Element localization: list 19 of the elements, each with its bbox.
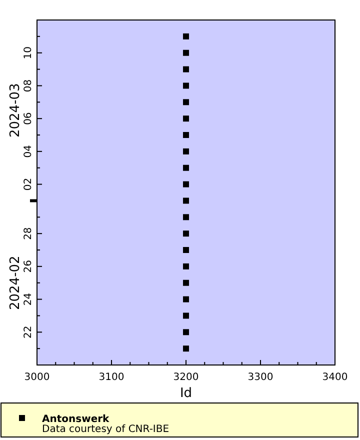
x-tick-label: 3200 bbox=[173, 372, 199, 383]
y-tick-label: 28 bbox=[23, 227, 34, 240]
y-tick-label: 08 bbox=[23, 79, 34, 92]
x-tick-label: 3400 bbox=[322, 372, 348, 383]
y-tick-label: 02 bbox=[23, 178, 34, 191]
y-tick-label: 22 bbox=[23, 326, 34, 339]
legend-label: Antonswerk bbox=[42, 414, 110, 425]
y-tick-label: 10 bbox=[23, 46, 34, 60]
x-tick-label: 3300 bbox=[248, 372, 274, 383]
y-tick-label: 06 bbox=[23, 112, 34, 125]
y-tick-label: 26 bbox=[23, 260, 34, 273]
x-tick-label: 3100 bbox=[98, 372, 124, 383]
y-tick-label: 24 bbox=[23, 292, 34, 306]
text: 2024-03 bbox=[8, 83, 23, 138]
x-axis-title: Id bbox=[180, 386, 192, 401]
x-tick-label: 3000 bbox=[24, 372, 50, 383]
text: Data courtesy of CNR-IBE bbox=[42, 424, 170, 435]
y-tick-label: 04 bbox=[23, 145, 34, 158]
text: 2024-02 bbox=[8, 256, 23, 310]
